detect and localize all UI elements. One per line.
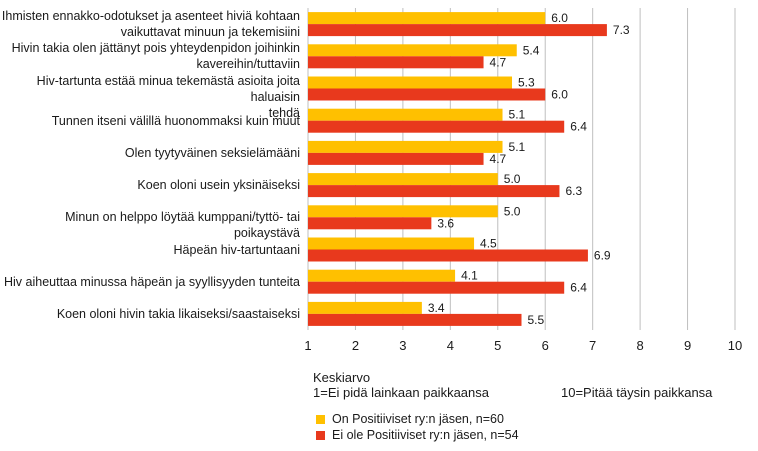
data-label: 5.4 [523, 43, 540, 57]
category-label: Koen oloni usein yksinäiseksi [0, 177, 300, 193]
bar-member [308, 301, 422, 314]
bar-non-member [308, 249, 588, 262]
data-label: 6.9 [594, 249, 611, 263]
bar-member [308, 173, 498, 186]
data-label: 6.4 [570, 120, 587, 134]
legend-swatch-member [316, 414, 325, 424]
bar-non-member [308, 88, 546, 101]
data-label: 5.1 [509, 108, 526, 122]
category-label: Olen tyytyväinen seksielämääni [0, 145, 300, 161]
legend-item-member: On Positiiviset ry:n jäsen, n=60 [316, 411, 504, 427]
bar-non-member [308, 152, 484, 165]
category-label-line: Olen tyytyväinen seksielämääni [124, 145, 300, 160]
x-tick-label: 5 [494, 338, 501, 353]
data-label: 6.0 [551, 88, 568, 102]
data-label: 5.1 [509, 140, 526, 154]
data-label: 5.5 [528, 313, 545, 327]
category-label-line: Koen oloni hivin takia likaiseksi/saasta… [56, 306, 300, 321]
category-label-line: Koen oloni usein yksinäiseksi [137, 178, 300, 193]
bar-member [308, 108, 503, 121]
bar-member [308, 269, 456, 282]
category-label-line: Hiv-tartunta estää minua tekemästä asioi… [36, 73, 300, 104]
data-labels: 6.07.35.44.75.36.05.16.45.14.75.06.35.03… [428, 11, 630, 327]
x-tick-label: 3 [399, 338, 406, 353]
category-label: Tunnen itseni välillä huonommaksi kuin m… [0, 113, 300, 129]
bar-non-member [308, 120, 565, 133]
category-label: Häpeän hiv-tartuntaani [0, 242, 300, 258]
bar-member [308, 44, 517, 57]
category-label-line: kavereihin/tuttaviin [196, 57, 300, 72]
x-tick-label: 7 [589, 338, 596, 353]
legend-item-non-member: Ei ole Positiiviset ry:n jäsen, n=54 [316, 427, 519, 443]
data-label: 5.0 [504, 172, 521, 186]
category-label-line: Ihmisten ennakko-odotukset ja asenteet h… [1, 9, 300, 24]
data-label: 4.5 [480, 237, 497, 251]
data-label: 6.0 [551, 11, 568, 25]
scale-max-label: 10=Pitää täysin paikkansa [561, 385, 713, 400]
category-label-line: tehdä [268, 105, 300, 120]
data-label: 4.1 [461, 269, 478, 283]
bar-non-member [308, 185, 560, 198]
bar-non-member [308, 313, 522, 326]
data-label: 4.7 [490, 55, 507, 69]
x-tick-label: 6 [542, 338, 549, 353]
legend-label-non-member: Ei ole Positiiviset ry:n jäsen, n=54 [332, 428, 519, 442]
bar-non-member [308, 56, 484, 69]
bars [308, 12, 607, 326]
bar-member [308, 205, 498, 218]
x-tick-label: 8 [636, 338, 643, 353]
x-axis-ticks: 1 2 3 4 5 6 7 8 9 10 [304, 338, 742, 353]
category-label: Koen oloni hivin takia likaiseksi/saasta… [0, 306, 300, 322]
category-label-line: Hivin takia olen jättänyt pois yhteydenp… [11, 41, 300, 56]
data-label: 6.3 [565, 184, 582, 198]
legend-label-member: On Positiiviset ry:n jäsen, n=60 [332, 412, 504, 426]
bar-member [308, 12, 546, 25]
category-label-line: Hiv aiheuttaa minussa häpeän ja syyllisy… [3, 274, 300, 289]
x-tick-label: 9 [684, 338, 691, 353]
category-label-line: vaikuttavat minuun ja tekemisiini [120, 25, 300, 40]
x-tick-label: 1 [304, 338, 311, 353]
data-label: 3.4 [428, 301, 445, 315]
legend-swatch-non-member [316, 430, 325, 440]
data-label: 7.3 [613, 23, 630, 37]
bar-member [308, 237, 475, 250]
scale-min-label: 1=Ei pidä lainkaan paikkaansa [313, 385, 489, 400]
data-label: 5.0 [504, 204, 521, 218]
category-label: Minun on helppo löytää kumppani/tyttö- t… [0, 209, 300, 241]
category-label-line: Häpeän hiv-tartuntaani [173, 242, 300, 257]
bar-member [308, 140, 503, 153]
data-label: 5.3 [518, 76, 535, 90]
category-label: Hiv aiheuttaa minussa häpeän ja syyllisy… [0, 274, 300, 290]
x-tick-label: 2 [352, 338, 359, 353]
bar-non-member [308, 281, 565, 294]
category-label-line: Minun on helppo löytää kumppani/tyttö- t… [65, 210, 300, 241]
category-label: Hivin takia olen jättänyt pois yhteydenp… [0, 40, 300, 72]
bar-non-member [308, 24, 607, 37]
category-label: Ihmisten ennakko-odotukset ja asenteet h… [0, 8, 300, 40]
category-label: Hiv-tartunta estää minua tekemästä asioi… [0, 73, 300, 121]
x-tick-label: 10 [728, 338, 742, 353]
x-tick-label: 4 [447, 338, 454, 353]
bar-non-member [308, 217, 432, 230]
data-label: 4.7 [490, 152, 507, 166]
data-label: 6.4 [570, 281, 587, 295]
data-label: 3.6 [437, 216, 454, 230]
x-axis-title: Keskiarvo [313, 370, 371, 385]
category-label-line: Tunnen itseni välillä huonommaksi kuin m… [51, 113, 300, 128]
bar-member [308, 76, 513, 89]
